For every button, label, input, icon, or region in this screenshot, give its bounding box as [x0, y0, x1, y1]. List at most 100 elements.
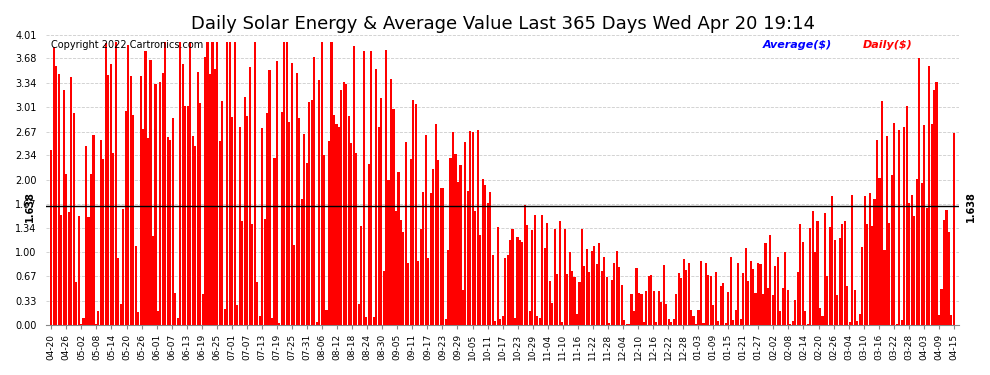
Bar: [321, 42, 323, 325]
Bar: [517, 237, 519, 325]
Bar: [548, 281, 550, 325]
Bar: [660, 302, 662, 325]
Bar: [232, 117, 234, 325]
Bar: [626, 324, 628, 325]
Bar: [514, 318, 516, 325]
Bar: [705, 263, 707, 325]
Bar: [145, 51, 147, 325]
Bar: [616, 251, 618, 325]
Bar: [166, 137, 169, 325]
Bar: [566, 273, 568, 325]
Bar: [328, 141, 330, 325]
Bar: [606, 277, 608, 325]
Bar: [950, 315, 952, 325]
Bar: [886, 136, 888, 325]
Bar: [127, 45, 130, 325]
Bar: [628, 324, 630, 325]
Bar: [487, 203, 489, 325]
Bar: [291, 63, 293, 325]
Bar: [738, 262, 740, 325]
Bar: [883, 250, 885, 325]
Bar: [752, 269, 754, 325]
Bar: [643, 322, 645, 325]
Bar: [212, 42, 214, 325]
Bar: [385, 50, 387, 325]
Bar: [568, 252, 570, 325]
Bar: [55, 66, 57, 325]
Bar: [194, 146, 196, 325]
Bar: [457, 182, 459, 325]
Bar: [754, 293, 756, 325]
Bar: [802, 242, 804, 325]
Bar: [940, 289, 942, 325]
Bar: [586, 249, 588, 325]
Bar: [685, 270, 687, 325]
Bar: [522, 242, 524, 325]
Bar: [507, 255, 509, 325]
Bar: [474, 211, 476, 325]
Bar: [346, 84, 347, 325]
Bar: [718, 321, 720, 325]
Bar: [204, 57, 206, 325]
Bar: [296, 73, 298, 325]
Bar: [772, 296, 774, 325]
Bar: [435, 124, 437, 325]
Bar: [372, 317, 375, 325]
Bar: [906, 106, 908, 325]
Bar: [553, 229, 555, 325]
Bar: [807, 324, 809, 325]
Text: Copyright 2022 Cartronics.com: Copyright 2022 Cartronics.com: [50, 40, 203, 50]
Bar: [380, 98, 382, 325]
Bar: [247, 116, 248, 325]
Bar: [333, 115, 335, 325]
Bar: [174, 293, 176, 325]
Bar: [467, 192, 469, 325]
Bar: [161, 74, 164, 325]
Bar: [598, 243, 600, 325]
Bar: [420, 229, 422, 325]
Bar: [911, 195, 913, 325]
Bar: [583, 266, 585, 325]
Bar: [623, 320, 625, 325]
Bar: [437, 160, 440, 325]
Bar: [853, 291, 855, 325]
Bar: [931, 124, 933, 325]
Bar: [105, 44, 107, 325]
Bar: [789, 324, 791, 325]
Bar: [537, 316, 539, 325]
Bar: [52, 46, 54, 325]
Bar: [355, 153, 357, 325]
Bar: [652, 291, 655, 325]
Bar: [177, 318, 179, 325]
Bar: [524, 205, 526, 325]
Bar: [256, 282, 258, 325]
Bar: [102, 159, 104, 325]
Bar: [301, 200, 303, 325]
Bar: [367, 164, 369, 325]
Bar: [164, 42, 166, 325]
Bar: [667, 319, 670, 325]
Bar: [497, 227, 499, 325]
Bar: [179, 42, 181, 325]
Bar: [675, 294, 677, 325]
Bar: [464, 142, 466, 325]
Bar: [117, 258, 120, 325]
Bar: [182, 64, 184, 325]
Bar: [192, 136, 194, 325]
Bar: [692, 316, 695, 325]
Bar: [286, 42, 288, 325]
Bar: [306, 164, 308, 325]
Bar: [804, 311, 806, 325]
Bar: [527, 225, 529, 325]
Bar: [834, 240, 836, 325]
Bar: [390, 78, 392, 325]
Bar: [687, 262, 690, 325]
Bar: [239, 127, 241, 325]
Bar: [851, 195, 853, 325]
Bar: [817, 221, 819, 325]
Bar: [509, 240, 511, 325]
Bar: [248, 67, 250, 325]
Bar: [866, 224, 868, 325]
Bar: [633, 311, 635, 325]
Bar: [110, 64, 112, 325]
